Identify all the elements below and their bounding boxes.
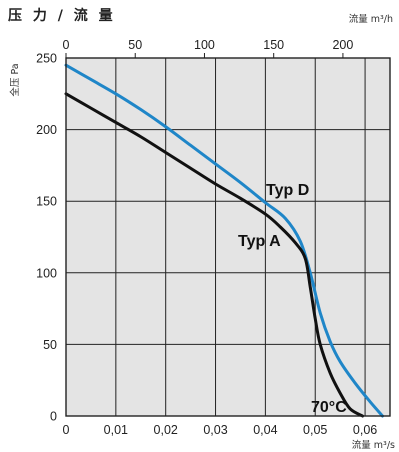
chart-title: 压 力 / 流 量 (8, 7, 116, 24)
y-tick-label: 150 (36, 195, 57, 209)
top-x-tick-label: 150 (263, 38, 284, 52)
top-x-tick-label: 50 (128, 38, 142, 52)
series-line-typ-a (64, 92, 365, 418)
y-tick-label: 100 (36, 266, 57, 280)
series-label-typ-a: Typ A (238, 233, 281, 250)
x-tick-label: 0,06 (353, 423, 377, 437)
temperature-label: 70°C (311, 399, 347, 416)
x-tick-label: 0,01 (104, 423, 128, 437)
x-tick-label: 0,05 (303, 423, 327, 437)
grid-lines (65, 57, 390, 417)
top-x-tick-label: 100 (194, 38, 215, 52)
top-x-tick-label: 200 (332, 38, 353, 52)
x-tick-label: 0,04 (253, 423, 277, 437)
top-axis-unit-label: 流量 m³/h (349, 13, 393, 25)
plot-frame (65, 57, 391, 417)
y-tick-label: 200 (36, 123, 57, 137)
tick-labels: 0 50 100 150 200 250 0 0,01 0,02 0,03 0,04 0,05 0,06… (36, 38, 377, 437)
bottom-axis-unit-label: 流量 m³/s (352, 439, 395, 451)
top-x-tick-label: 0 (63, 38, 70, 52)
y-tick-label: 0 (50, 410, 57, 424)
x-tick-label: 0,02 (154, 423, 178, 437)
series-label-typ-d: Typ D (266, 182, 309, 199)
series-layer (64, 63, 385, 418)
y-tick-label: 250 (36, 52, 57, 66)
x-tick-label: 0 (63, 423, 70, 437)
x-tick-label: 0,03 (203, 423, 227, 437)
y-tick-label: 50 (43, 338, 57, 352)
series-line-typ-d (64, 63, 385, 418)
y-axis-label: 全压 Pa (9, 63, 21, 96)
